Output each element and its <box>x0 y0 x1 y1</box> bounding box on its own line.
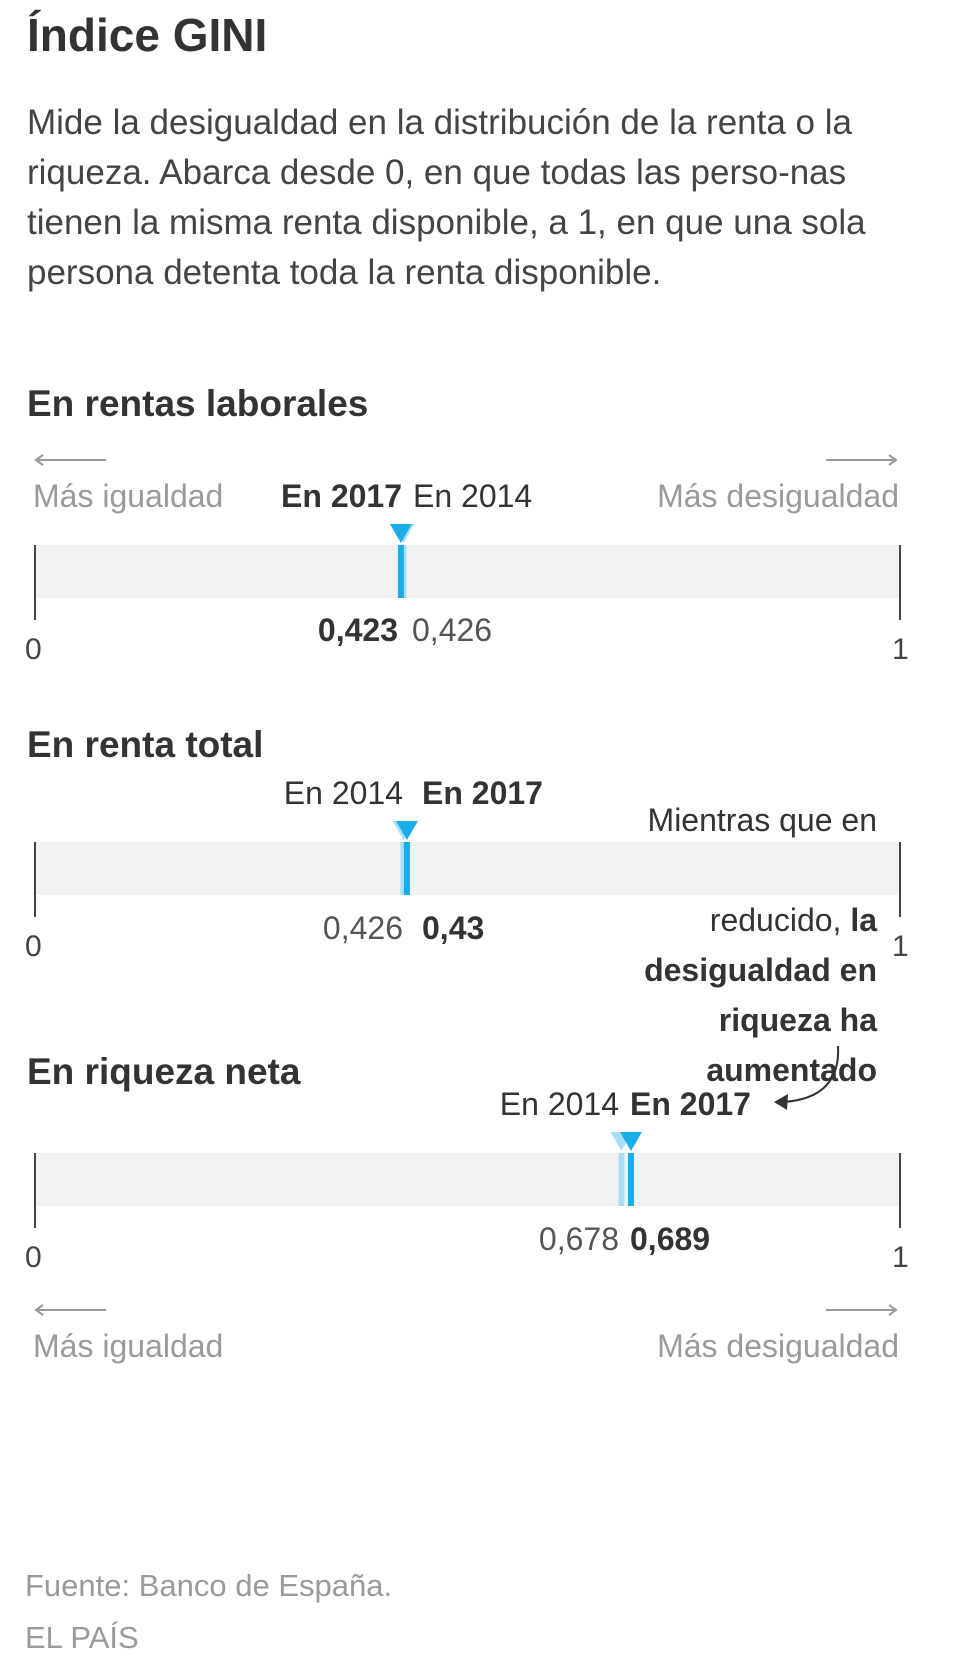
year-label-2014-s1: En 2014 <box>413 478 533 514</box>
year-label-2017-s2: En 2017 <box>422 775 543 811</box>
value-label-2017-s2: 0,43 <box>422 910 485 946</box>
section-title-riqueza-neta: En riqueza neta <box>27 1051 301 1092</box>
value-label-2014-s3: 0,678 <box>538 1221 619 1257</box>
track-s3 <box>35 1153 900 1206</box>
hint-right-top: Más desigualdad <box>657 478 899 514</box>
tick-one-s1: 1 <box>892 633 909 666</box>
page-title: Índice GINI <box>27 9 268 61</box>
marker-bar-2017-s1 <box>397 545 404 598</box>
arrow-right-bottom-icon <box>826 1304 898 1316</box>
annotation-bold: la desigualdad en riqueza ha aumentado <box>644 902 877 1088</box>
tick-zero-s2: 0 <box>25 930 42 963</box>
annotation-arrow-icon <box>774 1045 840 1110</box>
track-s2 <box>35 842 900 895</box>
hint-right-bottom: Más desigualdad <box>657 1328 899 1364</box>
section-title-renta-total: En renta total <box>27 724 264 765</box>
marker-bar-2014-s2 <box>400 842 407 895</box>
arrow-right-top-icon <box>826 454 898 466</box>
track-s1 <box>35 545 900 598</box>
marker-bar-2017-s3 <box>627 1153 634 1206</box>
tick-zero-s1: 0 <box>25 633 42 666</box>
value-label-2014-s2: 0,426 <box>322 910 403 946</box>
hint-left-bottom: Más igualdad <box>33 1328 224 1364</box>
year-label-2014-s3: En 2014 <box>499 1086 619 1122</box>
value-label-2017-s1: 0,423 <box>317 612 398 648</box>
year-label-2017-s3: En 2017 <box>630 1086 751 1122</box>
year-label-2017-s1: En 2017 <box>281 478 402 514</box>
description: Mide la desigualdad en la distribución d… <box>27 103 866 292</box>
tick-one-s2: 1 <box>892 930 909 963</box>
value-label-2014-s1: 0,426 <box>412 612 493 648</box>
arrow-left-top-icon <box>34 454 106 466</box>
hint-left-top: Más igualdad <box>33 478 224 514</box>
value-label-2017-s3: 0,689 <box>630 1221 711 1257</box>
tick-zero-s3: 0 <box>25 1241 42 1274</box>
year-label-2014-s2: En 2014 <box>283 775 403 811</box>
source-note: Fuente: Banco de España. <box>25 1568 393 1603</box>
marker-triangle-2017-s2 <box>395 821 418 840</box>
tick-one-s3: 1 <box>892 1241 909 1274</box>
marker-triangle-2017-s3 <box>619 1132 642 1151</box>
arrow-left-bottom-icon <box>34 1304 106 1316</box>
marker-triangle-2017-s1 <box>389 524 412 543</box>
marker-bar-2017-s2 <box>403 842 410 895</box>
marker-bar-2014-s3 <box>618 1153 625 1206</box>
section-title-rentas-laborales: En rentas laborales <box>27 383 369 424</box>
